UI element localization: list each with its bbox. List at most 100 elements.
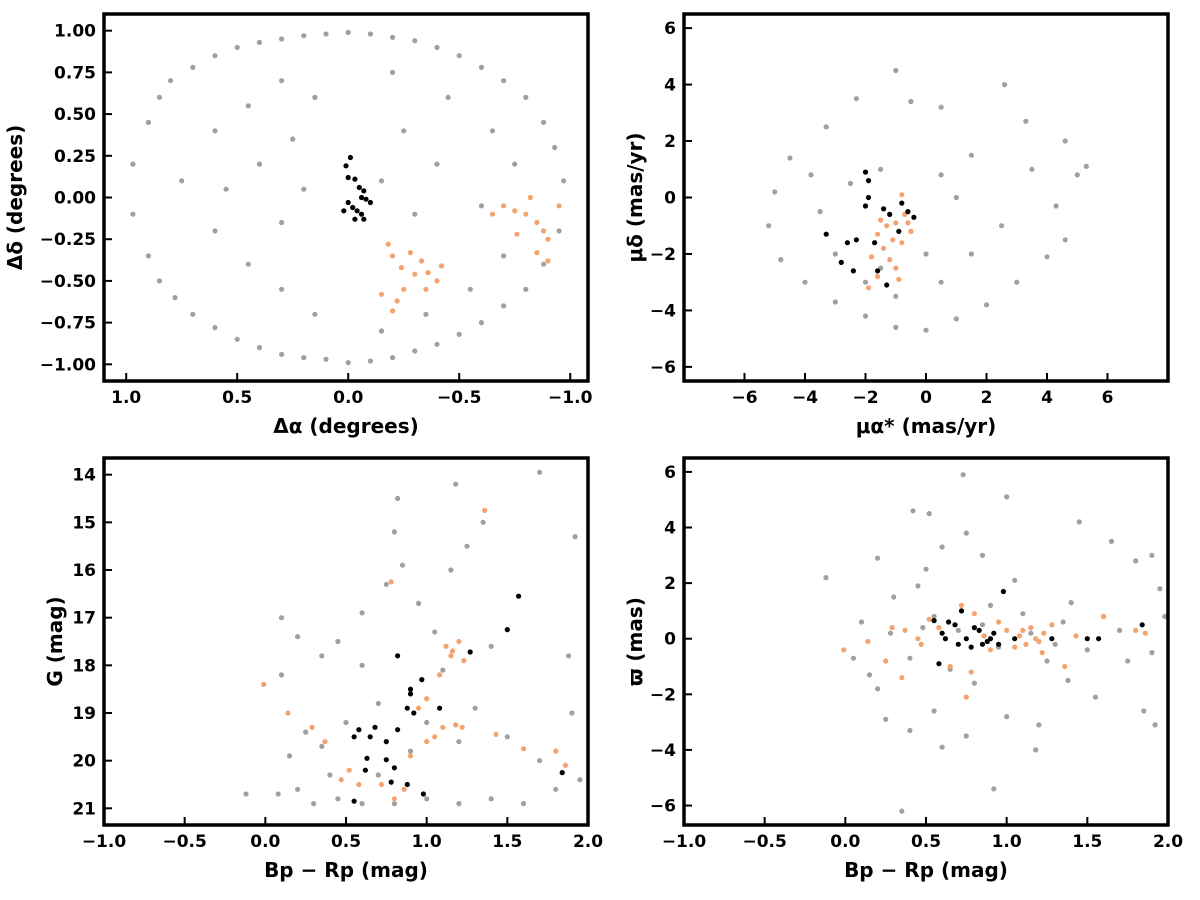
highlight-point [971, 611, 978, 617]
field-point [478, 64, 484, 70]
field-point [938, 172, 944, 178]
member-point [963, 636, 969, 642]
field-point [168, 78, 174, 84]
highlight-point [841, 647, 847, 653]
highlight-point [1012, 644, 1018, 650]
field-point [424, 719, 430, 726]
field-point [893, 67, 899, 74]
x-tick-label: −1.0 [82, 832, 127, 852]
highlight-point [449, 648, 456, 654]
member-point [931, 618, 937, 624]
member-point [372, 724, 378, 730]
points-layer [766, 67, 1089, 333]
member-point [467, 649, 473, 655]
field-point [541, 261, 547, 267]
y-tick-label: −0.25 [40, 230, 96, 250]
field-point [190, 64, 196, 70]
points-layer [130, 29, 567, 366]
proper-motion-panel: −6 −4 −2 0 2 4 6 −6 −4 −2 0 2 4 6 μα* (mas/yr) μδ (mas/… [623, 12, 1170, 438]
field-point [416, 600, 422, 607]
y-tick-label: 0.75 [54, 63, 96, 83]
field-point [1062, 237, 1068, 243]
y-tick-label: 2 [664, 574, 676, 594]
x-axis-label: μα* (mas/yr) [856, 414, 997, 438]
field-point [256, 345, 262, 351]
field-point [1020, 611, 1026, 617]
field-point [286, 753, 293, 759]
x-axis-label: Bp − Rp (mag) [264, 858, 428, 882]
highlight-point [865, 638, 871, 645]
x-tick-label: −4 [792, 388, 818, 408]
highlight-point [423, 286, 429, 292]
field-point [223, 186, 229, 192]
member-point [361, 216, 367, 222]
highlight-point [884, 223, 890, 229]
member-point [343, 163, 349, 169]
field-point [279, 351, 285, 357]
highlight-point [1017, 633, 1023, 639]
member-point [942, 636, 949, 642]
field-point [312, 94, 318, 100]
member-point [391, 765, 397, 771]
field-point [434, 341, 440, 347]
field-point [319, 743, 325, 750]
field-point [1036, 722, 1042, 728]
member-point [865, 194, 872, 201]
field-point [1004, 714, 1010, 720]
field-point [453, 481, 459, 487]
member-point [363, 196, 369, 202]
field-point [301, 355, 307, 361]
y-tick-label: −4 [650, 301, 676, 321]
highlight-point [1004, 627, 1010, 634]
field-point [345, 29, 351, 35]
field-point [908, 98, 914, 105]
y-tick-label: −2 [650, 685, 676, 705]
field-point [1033, 747, 1039, 753]
highlight-point [908, 228, 914, 234]
highlight-point [424, 739, 430, 745]
field-point [850, 655, 857, 661]
member-point [364, 755, 370, 761]
field-point [1083, 163, 1089, 169]
field-point [448, 567, 454, 573]
field-point [866, 672, 873, 678]
field-point [875, 555, 881, 561]
member-point [1139, 622, 1145, 628]
field-point [243, 791, 249, 797]
member-point [958, 608, 965, 614]
highlight-point [398, 265, 405, 271]
field-point [212, 53, 218, 59]
field-point [963, 733, 969, 739]
member-point [987, 636, 994, 642]
highlight-point [309, 724, 315, 730]
y-tick-label: 1.00 [54, 22, 96, 42]
field-point [878, 166, 884, 172]
y-tick-label: 6 [664, 19, 676, 39]
highlight-point [545, 258, 551, 264]
x-tick-label: −1.0 [662, 832, 707, 852]
member-point [875, 268, 881, 274]
field-point [489, 128, 496, 134]
y-tick-label: 0.25 [54, 147, 96, 167]
field-point [212, 228, 218, 234]
highlight-point [996, 619, 1002, 625]
field-point [378, 328, 385, 334]
x-tick-label: 0.0 [333, 388, 363, 408]
field-point [407, 748, 414, 754]
field-point [910, 508, 916, 514]
field-point [501, 78, 507, 84]
highlight-point [541, 228, 547, 234]
highlight-point [1023, 641, 1029, 647]
member-point [358, 211, 365, 217]
highlight-point [407, 753, 414, 759]
member-point [395, 727, 401, 733]
field-point [456, 53, 462, 59]
member-point [352, 176, 358, 182]
sky-position-panel: 1.0 0.5 0.0 −0.5 −1.0 1.00 0.75 0.50 0.25 0.00 −0.… [3, 12, 593, 438]
field-point [572, 534, 578, 540]
field-point [130, 161, 136, 167]
highlight-point [926, 616, 932, 622]
y-tick-label: −0.50 [40, 272, 96, 292]
highlight-point [887, 257, 893, 263]
member-point [351, 798, 357, 804]
